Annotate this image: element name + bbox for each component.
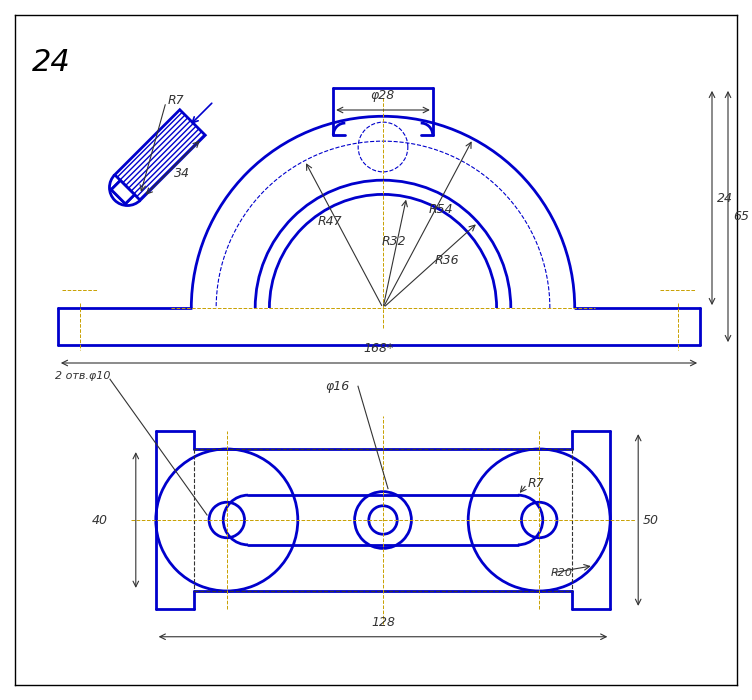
Polygon shape [111,181,135,204]
Text: 128: 128 [371,616,395,629]
Text: R7: R7 [168,94,185,106]
Text: R36: R36 [435,255,459,267]
Polygon shape [115,110,205,200]
Text: R20: R20 [551,568,573,578]
Text: 24: 24 [717,192,733,204]
Text: 168*: 168* [364,342,394,355]
Text: R54: R54 [428,204,453,216]
Text: φ16: φ16 [326,379,350,393]
Text: R32: R32 [382,235,406,248]
Text: 40: 40 [92,514,108,526]
Text: R47: R47 [317,216,342,228]
Text: 50: 50 [643,514,660,526]
Text: 2 отв.φ10: 2 отв.φ10 [55,371,111,382]
Text: φ28: φ28 [371,89,395,102]
Text: 24: 24 [32,48,71,77]
Text: 34: 34 [174,167,190,180]
Text: R7: R7 [528,477,544,490]
Text: 65: 65 [733,210,749,223]
